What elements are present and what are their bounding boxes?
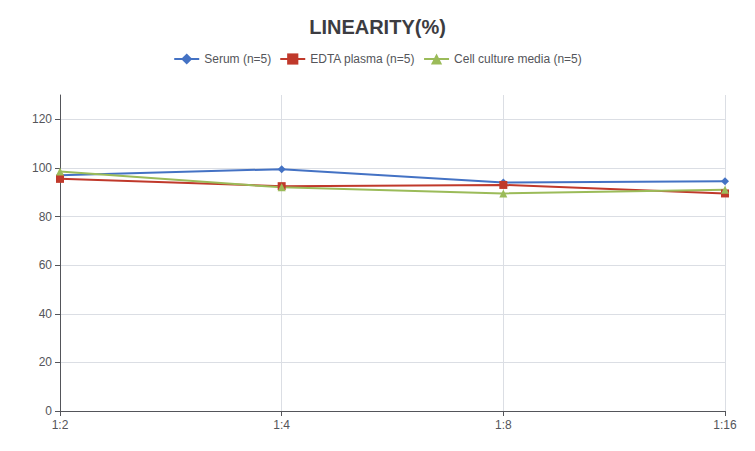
svg-text:1:8: 1:8 (495, 418, 512, 432)
svg-text:1:16: 1:16 (713, 418, 737, 432)
svg-text:80: 80 (39, 210, 53, 224)
svg-text:120: 120 (32, 112, 52, 126)
svg-text:40: 40 (39, 307, 53, 321)
svg-text:Cell culture media (n=5): Cell culture media (n=5) (454, 52, 582, 66)
svg-text:Serum (n=5): Serum (n=5) (204, 52, 271, 66)
svg-text:0: 0 (45, 404, 52, 418)
svg-text:EDTA plasma (n=5): EDTA plasma (n=5) (310, 52, 414, 66)
svg-text:LINEARITY(%): LINEARITY(%) (309, 16, 446, 38)
svg-text:20: 20 (39, 355, 53, 369)
svg-text:1:2: 1:2 (52, 418, 69, 432)
svg-text:1:4: 1:4 (273, 418, 290, 432)
svg-text:100: 100 (32, 161, 52, 175)
svg-text:60: 60 (39, 258, 53, 272)
